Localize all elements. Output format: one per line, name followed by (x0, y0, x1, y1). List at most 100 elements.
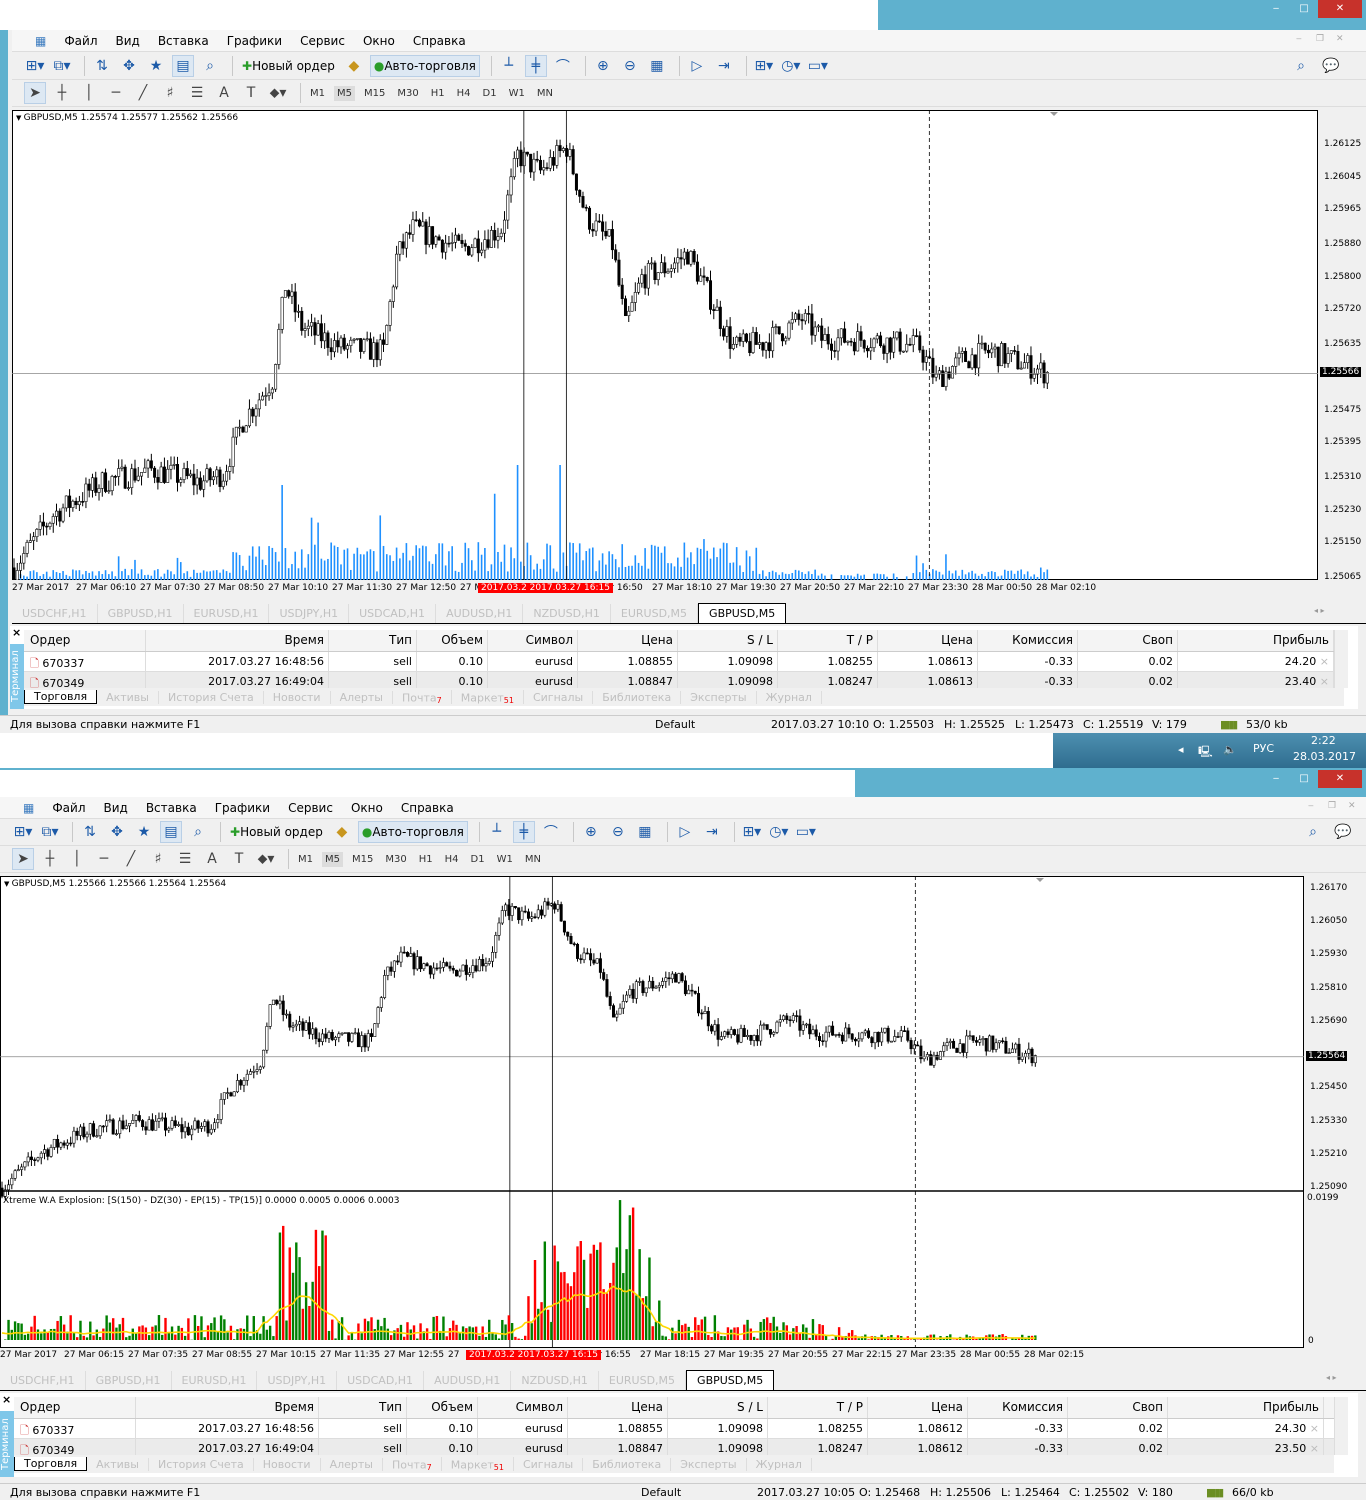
terminal-tab[interactable]: Сигналы (524, 690, 594, 704)
market-watch-icon[interactable]: ⇅ (84, 823, 96, 840)
timeframe-m1[interactable]: M1 (310, 87, 325, 99)
chart-tab[interactable]: NZDUSD,H1 (511, 1371, 599, 1390)
minimize-button[interactable]: ‒ (1272, 773, 1280, 784)
fibonacci-icon[interactable]: ☰ (178, 851, 192, 867)
equidistant-channel-icon[interactable]: ♯ (166, 85, 174, 101)
column-header[interactable]: T / P (778, 630, 878, 651)
crosshair-icon[interactable]: ┼ (45, 851, 55, 867)
profiles-icon[interactable]: ⧉▾ (41, 823, 59, 840)
timeframe-m1[interactable]: M1 (298, 853, 313, 865)
zoom-in-icon[interactable]: ⊕ (596, 57, 609, 74)
close-terminal-icon[interactable]: × (12, 626, 22, 639)
menu-item[interactable]: Сервис (300, 33, 345, 48)
trendline-icon[interactable]: ╱ (126, 851, 136, 867)
new-chart-icon[interactable]: ⊞▾ (25, 57, 45, 74)
timeframe-w1[interactable]: W1 (508, 87, 525, 99)
column-header[interactable]: S / L (668, 1397, 768, 1418)
tile-windows-icon[interactable]: ▦ (638, 823, 652, 840)
mdi-minimize-icon[interactable]: ‒ (1296, 34, 1302, 44)
periods-icon[interactable]: ◷▾ (781, 57, 801, 74)
terminal-tab[interactable]: Почта7 (393, 689, 452, 705)
horizontal-line-icon[interactable]: ─ (111, 85, 121, 101)
terminal-icon[interactable]: ▤ (172, 54, 194, 77)
timeframe-w1[interactable]: W1 (496, 853, 513, 865)
table-scrollbar[interactable] (1334, 630, 1348, 688)
indicators-icon[interactable]: ⊞▾ (742, 823, 762, 840)
column-header[interactable]: Время (146, 630, 329, 651)
collapse-triangle-icon[interactable]: ▼ (16, 114, 24, 122)
terminal-tab[interactable]: Журнал (747, 1457, 812, 1471)
menu-item[interactable]: Графики (226, 33, 283, 48)
column-header[interactable]: Ордер (24, 630, 146, 651)
menu-item[interactable]: Файл (64, 33, 98, 48)
timeframe-d1[interactable]: D1 (470, 853, 485, 865)
periods-icon[interactable]: ◷▾ (769, 823, 789, 840)
favorites-icon[interactable]: ★ (149, 57, 163, 74)
arrows-icon[interactable]: ⬥▾ (257, 851, 275, 867)
terminal-tab[interactable]: Библиотека (583, 1457, 672, 1471)
timeframe-h4[interactable]: H4 (444, 853, 459, 865)
order-row[interactable]: 🗋 670337 2017.03.27 16:48:56 sell 0.10 eurus… (14, 1419, 1334, 1439)
column-header[interactable]: Ордер (14, 1397, 136, 1418)
close-order-icon[interactable]: × (1316, 655, 1329, 668)
tab-scroll-arrows[interactable]: ◂ ▸ (1326, 1373, 1337, 1382)
cursor-icon[interactable]: ➤ (12, 848, 34, 870)
close-button[interactable]: ✕ (1318, 770, 1362, 788)
collapse-triangle-icon[interactable]: ▼ (4, 880, 12, 888)
chart-tab[interactable]: USDJPY,H1 (257, 1371, 338, 1390)
column-header[interactable]: Объем (417, 630, 488, 651)
menu-item[interactable]: Вид (115, 33, 140, 48)
search-icon[interactable]: ⌕ (1297, 58, 1305, 74)
terminal-tab[interactable]: Почта7 (383, 1456, 442, 1472)
autoscroll-icon[interactable]: ⇥ (705, 823, 718, 840)
text-icon[interactable]: A (219, 85, 229, 101)
auto-trading-button[interactable]: ● Авто-торговля (357, 820, 468, 843)
tester-icon[interactable]: ⌕ (206, 57, 214, 74)
timeframe-m15[interactable]: M15 (364, 87, 386, 99)
equidistant-channel-icon[interactable]: ♯ (154, 851, 162, 867)
chart-area[interactable]: ▼ GBPUSD,M5 1.25574 1.25577 1.25562 1.25… (12, 110, 1318, 580)
column-header[interactable]: Цена (568, 1397, 668, 1418)
chart-tab[interactable]: USDJPY,H1 (269, 604, 350, 623)
timeframe-mn[interactable]: MN (524, 853, 541, 865)
timeframe-m5[interactable]: M5 (322, 851, 343, 867)
close-button[interactable]: ✕ (1318, 0, 1362, 18)
terminal-tab[interactable]: Маркет51 (442, 1456, 514, 1472)
column-header[interactable]: Цена (878, 630, 978, 651)
chart-tab[interactable]: USDCAD,H1 (349, 604, 437, 623)
metaeditor-icon[interactable]: ◆ (348, 57, 360, 74)
terminal-tab[interactable]: Сигналы (514, 1457, 584, 1471)
menu-item[interactable]: Вставка (157, 33, 209, 48)
chart-shift-icon[interactable]: ▷ (679, 823, 691, 840)
candlestick-icon[interactable]: ╪ (524, 54, 547, 77)
fibonacci-icon[interactable]: ☰ (190, 85, 204, 101)
mdi-close-icon[interactable]: ✕ (1348, 801, 1356, 811)
chart-tab[interactable]: EURUSD,H1 (184, 604, 270, 623)
timeframe-m30[interactable]: M30 (385, 853, 407, 865)
menu-item[interactable]: Окно (362, 33, 395, 48)
templates-icon[interactable]: ▭▾ (807, 57, 828, 74)
zoom-in-icon[interactable]: ⊕ (584, 823, 597, 840)
terminal-tab[interactable]: Эксперты (681, 690, 757, 704)
terminal-tab[interactable]: Активы (97, 690, 159, 704)
chart-tab[interactable]: USDCAD,H1 (337, 1371, 425, 1390)
column-header[interactable]: T / P (768, 1397, 868, 1418)
search-icon[interactable]: ⌕ (1309, 824, 1317, 840)
chart-tab[interactable]: AUDUSD,H1 (424, 1371, 512, 1390)
chat-icon[interactable]: 💬 (1322, 58, 1340, 74)
chart-tab[interactable]: GBPUSD,H1 (98, 604, 184, 623)
column-header[interactable]: Символ (478, 1397, 568, 1418)
auto-trading-button[interactable]: ● Авто-торговля (369, 54, 480, 77)
bar-chart-icon[interactable]: ┴ (492, 823, 502, 840)
clock-time[interactable]: 2:22 (1311, 734, 1336, 747)
table-scrollbar[interactable] (1334, 1397, 1348, 1455)
column-header[interactable]: Время (136, 1397, 319, 1418)
market-watch-icon[interactable]: ⇅ (96, 57, 108, 74)
menu-item[interactable]: Вид (103, 800, 128, 815)
chart-shift-icon[interactable]: ▷ (691, 57, 703, 74)
text-label-icon[interactable]: T (234, 851, 244, 867)
column-header[interactable]: Цена (578, 630, 678, 651)
navigator-icon[interactable]: ✥ (111, 823, 123, 840)
language-indicator[interactable]: РУС (1253, 742, 1275, 755)
terminal-tab[interactable]: Новости (264, 690, 331, 704)
